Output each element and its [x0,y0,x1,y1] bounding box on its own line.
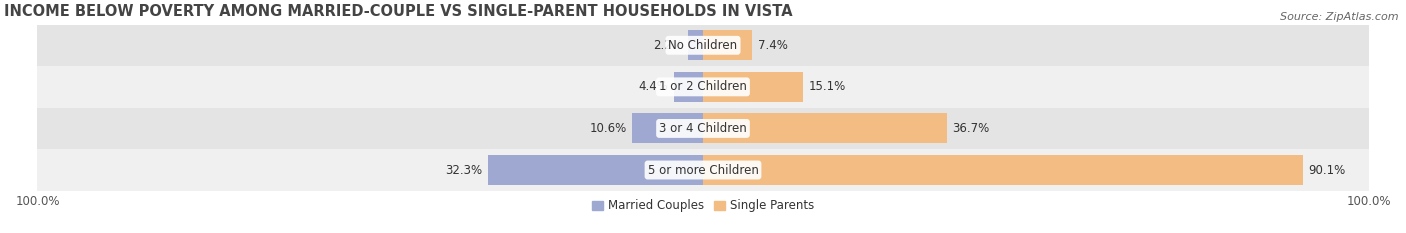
Legend: Married Couples, Single Parents: Married Couples, Single Parents [589,197,817,215]
Text: 15.1%: 15.1% [808,80,846,93]
Bar [703,30,752,60]
Text: 2.2%: 2.2% [654,39,683,52]
Text: 10.6%: 10.6% [591,122,627,135]
Text: 5 or more Children: 5 or more Children [648,164,758,177]
Text: 7.4%: 7.4% [758,39,787,52]
Bar [703,72,803,102]
Bar [38,24,1368,66]
Bar [673,72,703,102]
Text: Source: ZipAtlas.com: Source: ZipAtlas.com [1281,12,1399,22]
Text: No Children: No Children [668,39,738,52]
Bar [38,108,1368,149]
Bar [38,149,1368,191]
Bar [703,113,948,143]
Bar [633,113,703,143]
Bar [488,155,703,185]
Text: 36.7%: 36.7% [953,122,990,135]
Text: 1 or 2 Children: 1 or 2 Children [659,80,747,93]
Text: INCOME BELOW POVERTY AMONG MARRIED-COUPLE VS SINGLE-PARENT HOUSEHOLDS IN VISTA: INCOME BELOW POVERTY AMONG MARRIED-COUPL… [4,4,793,19]
Text: 32.3%: 32.3% [446,164,482,177]
Bar [689,30,703,60]
Bar [38,66,1368,108]
Bar [703,155,1303,185]
Text: 90.1%: 90.1% [1308,164,1346,177]
Text: 4.4%: 4.4% [638,80,668,93]
Text: 3 or 4 Children: 3 or 4 Children [659,122,747,135]
